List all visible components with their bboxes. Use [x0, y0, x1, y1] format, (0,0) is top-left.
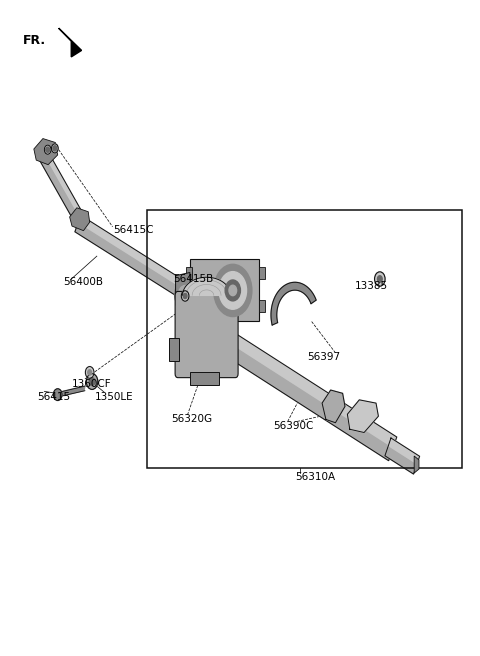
Polygon shape: [322, 390, 345, 422]
Polygon shape: [34, 138, 58, 165]
Circle shape: [86, 374, 98, 390]
Text: 56320G: 56320G: [171, 415, 212, 424]
Polygon shape: [78, 215, 204, 302]
Polygon shape: [75, 224, 202, 310]
Polygon shape: [40, 157, 80, 224]
Bar: [190, 373, 218, 386]
Text: 56310A: 56310A: [295, 472, 335, 482]
Text: FR.: FR.: [23, 34, 46, 47]
Circle shape: [44, 145, 51, 154]
Circle shape: [53, 389, 62, 401]
Polygon shape: [56, 386, 85, 398]
Bar: [186, 267, 192, 279]
Polygon shape: [59, 28, 82, 57]
Text: 1350LE: 1350LE: [95, 392, 133, 401]
Polygon shape: [195, 325, 393, 461]
Circle shape: [229, 285, 237, 296]
Polygon shape: [414, 456, 419, 473]
Polygon shape: [44, 152, 84, 220]
Circle shape: [179, 285, 192, 304]
Text: 56415B: 56415B: [173, 274, 214, 284]
Circle shape: [214, 264, 252, 317]
Polygon shape: [348, 400, 378, 432]
Circle shape: [88, 370, 92, 375]
Circle shape: [175, 280, 196, 309]
Polygon shape: [388, 438, 420, 465]
Polygon shape: [199, 313, 397, 449]
Text: 13385: 13385: [355, 281, 388, 291]
Circle shape: [225, 280, 240, 301]
FancyBboxPatch shape: [175, 291, 238, 378]
Circle shape: [89, 378, 95, 386]
Circle shape: [85, 367, 94, 379]
Circle shape: [46, 147, 49, 152]
Polygon shape: [70, 208, 90, 231]
Text: 56390C: 56390C: [274, 421, 314, 431]
Bar: [259, 267, 265, 279]
Polygon shape: [385, 447, 417, 474]
Circle shape: [181, 291, 189, 301]
Text: 56397: 56397: [307, 352, 340, 362]
Circle shape: [51, 144, 58, 153]
Bar: [147, 211, 462, 468]
Circle shape: [53, 146, 57, 151]
Circle shape: [219, 272, 247, 309]
Circle shape: [182, 290, 189, 299]
Circle shape: [377, 276, 382, 282]
Bar: [190, 259, 259, 321]
Text: 1360CF: 1360CF: [72, 379, 112, 388]
Bar: [259, 300, 265, 312]
Polygon shape: [176, 272, 190, 310]
Text: 56400B: 56400B: [63, 277, 103, 287]
Text: 56415C: 56415C: [114, 225, 154, 235]
Polygon shape: [271, 282, 316, 325]
Bar: [186, 300, 192, 312]
Bar: [169, 338, 179, 361]
Circle shape: [183, 293, 187, 298]
Polygon shape: [194, 291, 215, 310]
Circle shape: [374, 272, 385, 286]
Polygon shape: [182, 277, 231, 295]
Text: 56415: 56415: [37, 392, 70, 401]
